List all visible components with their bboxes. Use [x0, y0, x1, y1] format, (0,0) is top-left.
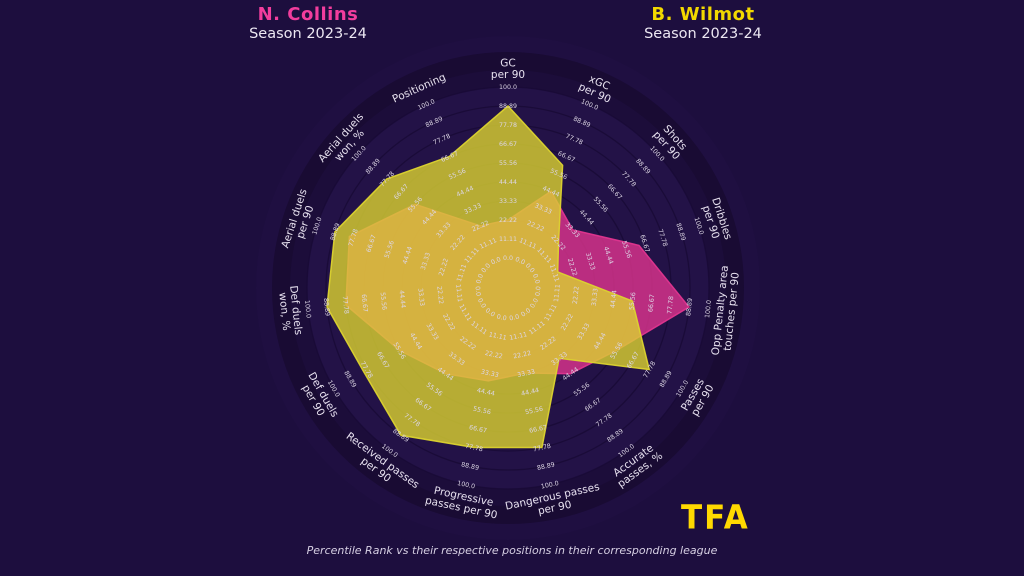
radar-tick-label: 11.11 [509, 331, 528, 342]
radar-tick-label: 22.22 [513, 350, 532, 361]
radar-tick-label: 0.0 [476, 297, 487, 309]
radar-tick-label: 55.56 [472, 406, 491, 417]
player-right-header: B. Wilmot Season 2023-24 [593, 4, 813, 42]
radar-tick-label: 33.33 [591, 288, 600, 307]
radar-axis-title: Def duelswon, % [276, 285, 305, 337]
radar-tick-label: 100.0 [540, 480, 559, 491]
radar-tick-label: 44.44 [610, 290, 619, 309]
radar-tick-label: 33.33 [480, 368, 499, 379]
radar-tick-label: 66.67 [468, 424, 487, 435]
radar-tick-label: 77.78 [666, 296, 675, 315]
radar-tick-label: 0.0 [529, 297, 540, 309]
radar-tick-label: 11.11 [499, 236, 517, 243]
radar-tick-label: 22.22 [484, 350, 503, 361]
radar-tick-label: 0.0 [475, 273, 485, 285]
radar-polygon-b-wilmot [326, 104, 651, 449]
radar-tick-label: 88.89 [460, 461, 479, 472]
radar-tick-label: 0.0 [509, 314, 520, 323]
radar-tick-label: 100.0 [499, 84, 517, 91]
radar-tick-label: 100.0 [457, 480, 476, 491]
player-left-header: N. Collins Season 2023-24 [198, 4, 418, 42]
radar-tick-label: 88.89 [536, 461, 555, 472]
radar-tick-label: 100.0 [704, 300, 713, 319]
radar-tick-label: 0.0 [496, 314, 507, 323]
caption: Percentile Rank vs their respective posi… [306, 544, 718, 557]
radar-tick-label: 100.0 [303, 300, 312, 319]
radar-tick-label: 44.44 [521, 387, 540, 398]
radar-tick-label: 0.0 [520, 307, 532, 319]
radar-tick-label: 55.56 [629, 292, 638, 311]
radar-tick-label: 0.0 [535, 286, 543, 297]
radar-tick-label: 22.22 [435, 286, 444, 305]
radar-tick-label: 88.89 [322, 298, 331, 317]
radar-tick-label: 0.0 [503, 255, 513, 262]
radar-tick-label: 33.33 [416, 288, 425, 307]
tfa-logo: TFA [681, 499, 750, 537]
radar-tick-label: 11.11 [454, 284, 463, 303]
radar-tick-label: 44.44 [476, 387, 495, 398]
radar-tick-label: 77.78 [532, 443, 551, 454]
radar-tick-label: 0.0 [490, 256, 502, 266]
radar-tick-label: 77.78 [499, 122, 517, 129]
radar-tick-label: 22.22 [499, 217, 517, 224]
radar-tick-label: 66.67 [360, 294, 369, 313]
radar-axis-title: GC per 90 [491, 58, 525, 82]
player-right-name: B. Wilmot [651, 4, 755, 25]
radar-tick-label: 33.33 [499, 198, 517, 205]
radar-tick-label: 77.78 [464, 443, 483, 454]
radar-tick-label: 0.0 [473, 286, 481, 297]
radar-tick-label: 0.0 [524, 262, 536, 274]
player-left-season: Season 2023-24 [249, 26, 367, 42]
radar-tick-label: 33.33 [517, 368, 536, 379]
radar-tick-label: 66.67 [529, 424, 548, 435]
radar-tick-label: 44.44 [398, 290, 407, 309]
radar-tick-label: 11.11 [553, 284, 562, 303]
radar-tick-label: 0.0 [480, 262, 492, 274]
radar-tick-label: 66.67 [647, 294, 656, 313]
radar-axis-title: Progressivepasses per 90 [424, 483, 501, 521]
radar-tick-label: 66.67 [499, 141, 517, 148]
radar-tick-label: 88.89 [499, 103, 517, 110]
radar-tick-label: 0.0 [484, 307, 496, 319]
radar-tick-label: 55.56 [379, 292, 388, 311]
radar-tick-label: 0.0 [531, 273, 541, 285]
player-left-name: N. Collins [257, 4, 359, 25]
radar-tick-label: 88.89 [685, 298, 694, 317]
player-right-season: Season 2023-24 [644, 26, 762, 42]
radar-tick-label: 11.11 [488, 331, 507, 342]
radar-tick-label: 22.22 [572, 286, 581, 305]
radar-tick-label: 0.0 [514, 256, 526, 266]
radar-tick-label: 44.44 [499, 179, 517, 186]
radar-tick-label: 55.56 [525, 406, 544, 417]
radar-tick-label: 55.56 [499, 160, 517, 167]
radar-tick-label: 77.78 [341, 296, 350, 315]
